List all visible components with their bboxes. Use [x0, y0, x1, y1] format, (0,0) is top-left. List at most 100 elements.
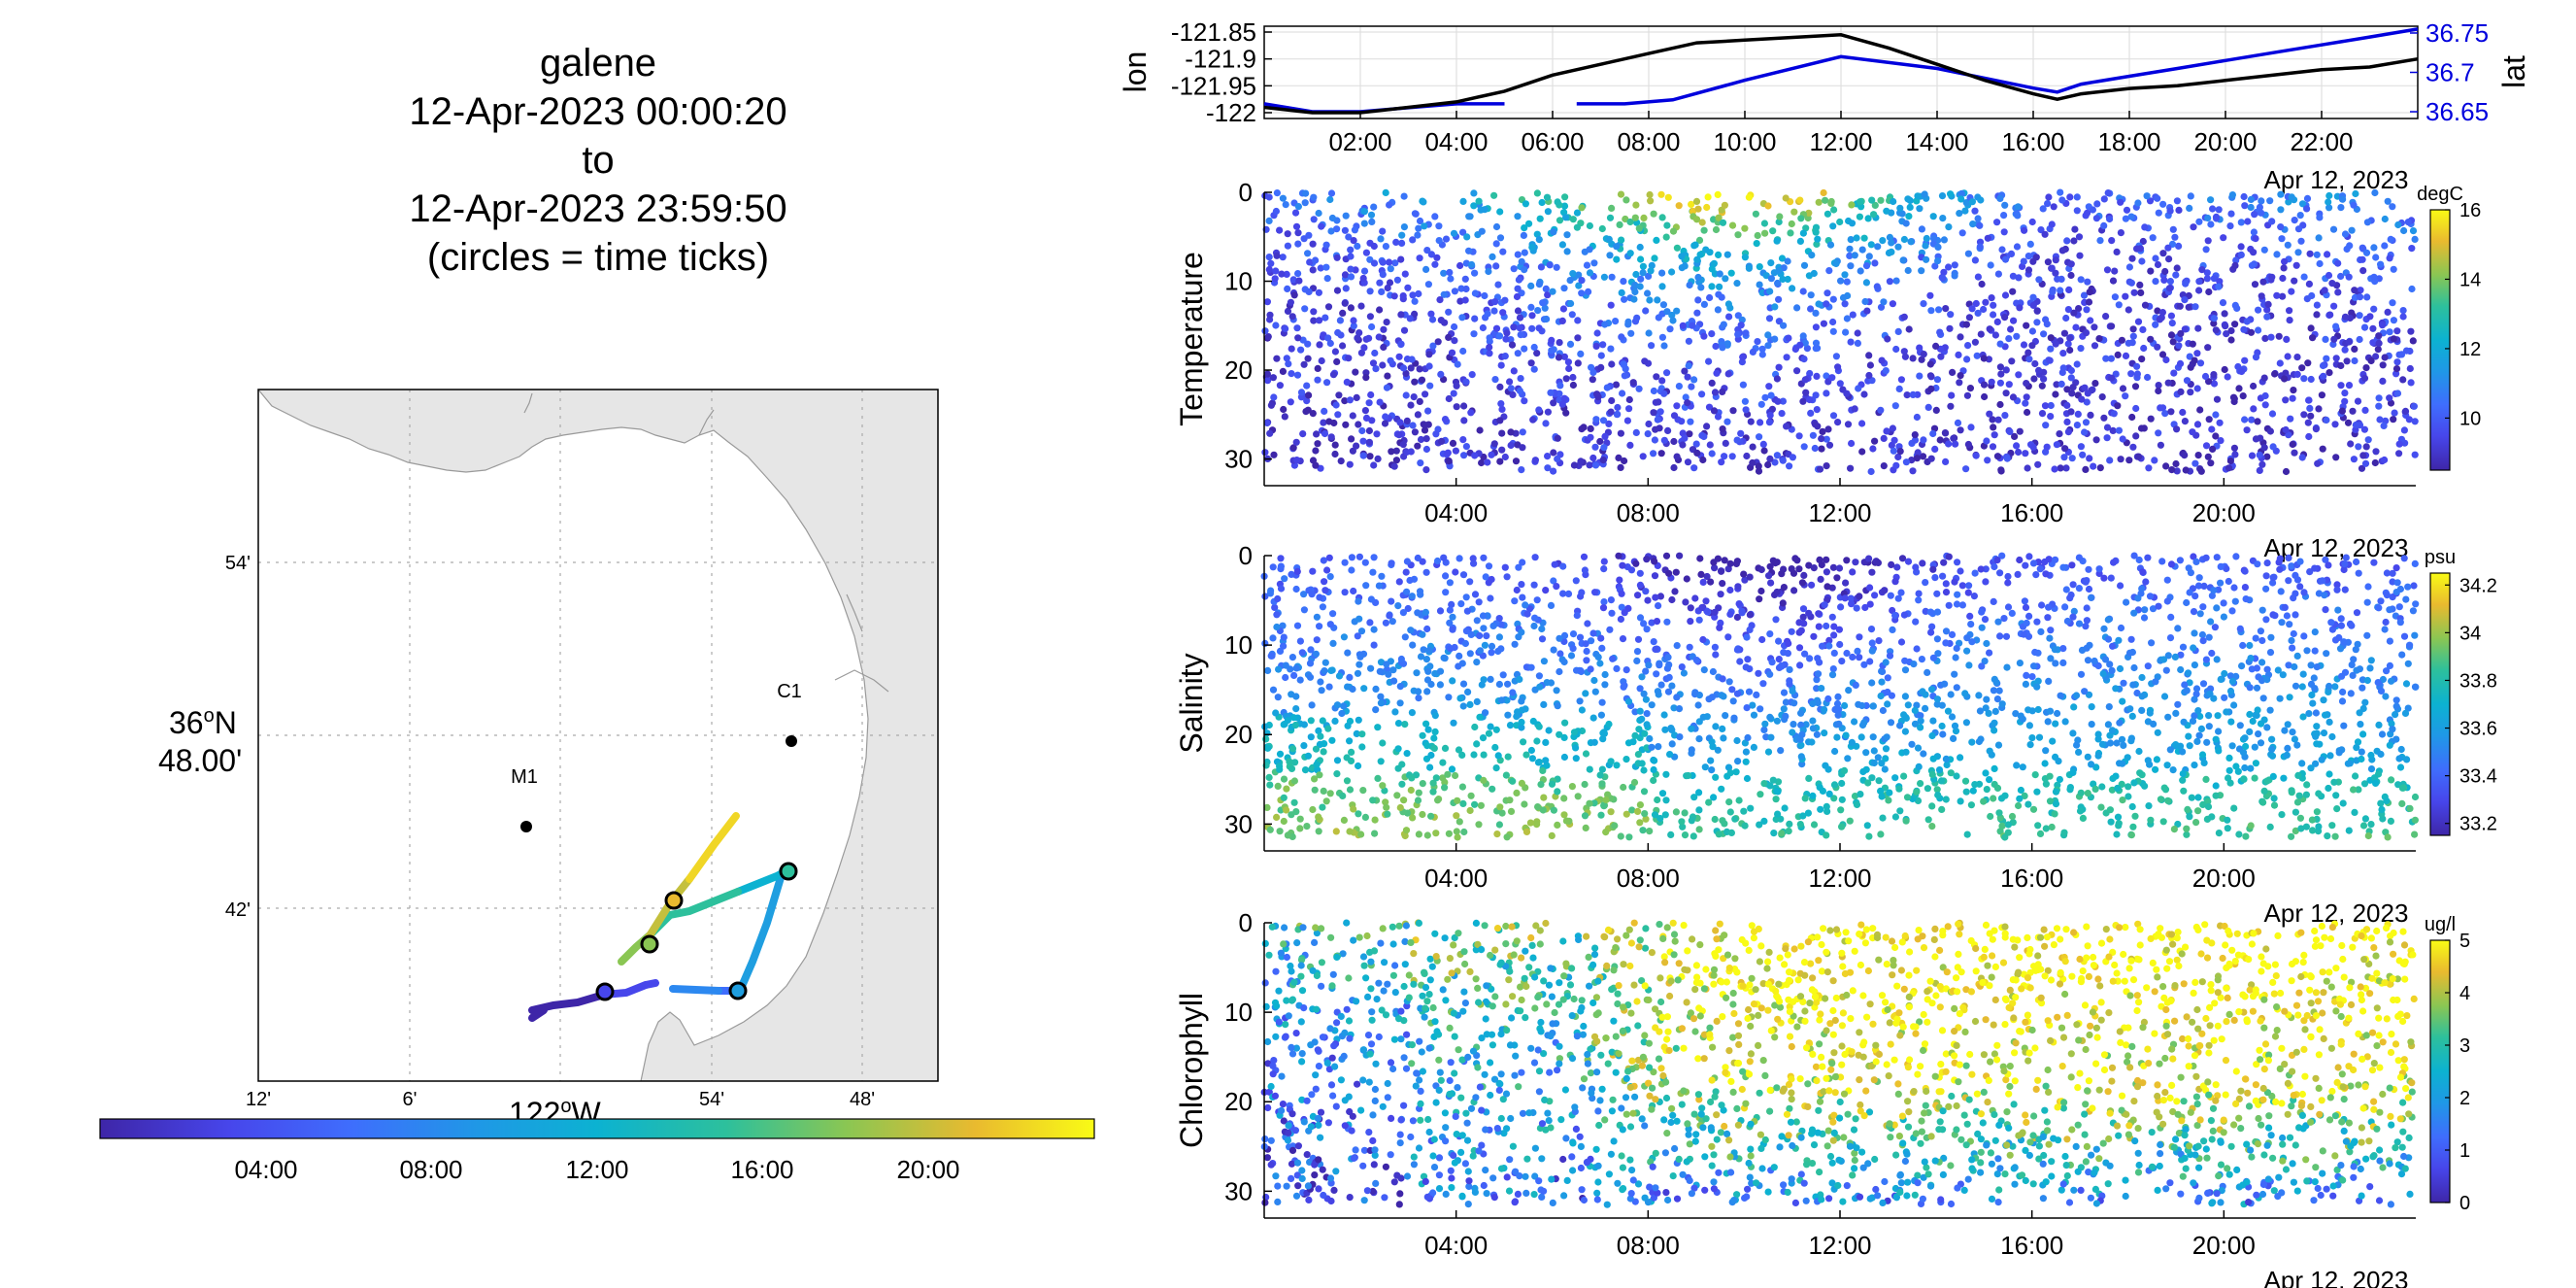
- data-point: [2278, 619, 2286, 627]
- data-point: [1471, 591, 1480, 598]
- data-point: [1452, 447, 1459, 455]
- data-point: [2381, 456, 2389, 464]
- data-point: [1690, 242, 1698, 250]
- data-point: [2387, 235, 2394, 243]
- data-point: [1706, 293, 1714, 302]
- data-point: [1676, 552, 1684, 559]
- data-point: [1900, 348, 1908, 356]
- data-point: [1437, 370, 1445, 378]
- data-point: [2109, 774, 2117, 783]
- data-point: [1321, 429, 1329, 438]
- data-point: [1746, 573, 1754, 581]
- data-point: [1306, 673, 1315, 681]
- data-point: [1386, 201, 1393, 209]
- data-point: [1830, 781, 1839, 789]
- data-point: [1806, 395, 1814, 404]
- data-point: [2263, 777, 2271, 785]
- data-point: [1518, 466, 1525, 474]
- data-point: [1919, 453, 1927, 460]
- data-point: [1495, 332, 1504, 340]
- data-point: [1657, 450, 1665, 458]
- data-point: [1990, 424, 1997, 431]
- data-point: [2332, 454, 2340, 461]
- data-point: [1994, 270, 2002, 278]
- map-lon-tick: 6': [403, 1089, 418, 1110]
- data-point: [1983, 695, 1991, 703]
- map-gridlines: [258, 390, 938, 1081]
- data-point: [1308, 591, 1316, 598]
- data-point: [1813, 372, 1821, 380]
- data-point: [2359, 267, 2367, 275]
- data-point: [1404, 284, 1412, 291]
- data-point: [1920, 436, 1927, 444]
- data-point: [1376, 279, 1384, 287]
- data-point: [2108, 322, 2116, 330]
- data-point: [2185, 669, 2192, 677]
- data-point: [1296, 825, 1304, 832]
- data-point: [1823, 831, 1830, 839]
- data-point: [1294, 334, 1302, 342]
- data-point: [2323, 416, 2330, 424]
- data-point: [1633, 314, 1641, 322]
- data-point: [2054, 709, 2061, 718]
- data-point: [1709, 667, 1717, 676]
- data-point: [1344, 649, 1352, 657]
- data-point: [2226, 457, 2234, 465]
- data-point: [2135, 747, 2143, 756]
- data-point: [1615, 552, 1623, 559]
- data-point: [2067, 366, 2075, 375]
- data-point: [1503, 573, 1511, 581]
- data-point: [1560, 353, 1568, 360]
- data-point: [1779, 275, 1787, 284]
- data-point: [2147, 335, 2155, 343]
- data-point: [1449, 626, 1456, 633]
- data-point: [1699, 456, 1707, 464]
- data-point: [2141, 301, 2150, 309]
- data-point: [1746, 665, 1754, 673]
- data-point: [1672, 808, 1680, 816]
- data-point: [2196, 712, 2204, 721]
- data-point: [1837, 603, 1845, 611]
- data-point: [2212, 782, 2220, 790]
- data-point: [1381, 420, 1389, 427]
- data-point: [1533, 230, 1541, 238]
- data-point: [1640, 788, 1649, 796]
- data-point: [1566, 340, 1575, 348]
- data-point: [1440, 290, 1448, 298]
- data-point: [1947, 769, 1955, 777]
- data-point: [1423, 831, 1431, 839]
- data-point: [1538, 198, 1546, 207]
- position-x-tick-label: 20:00: [2193, 127, 2257, 156]
- data-point: [1829, 563, 1837, 571]
- data-point: [1619, 635, 1627, 643]
- data-point: [2331, 683, 2339, 691]
- data-point: [2372, 779, 2380, 788]
- data-point: [2163, 597, 2171, 605]
- data-point: [2234, 362, 2242, 371]
- data-point: [1269, 686, 1278, 694]
- data-point: [2325, 561, 2332, 569]
- data-point: [1300, 606, 1308, 614]
- data-point: [2195, 287, 2203, 294]
- data-point: [1554, 821, 1561, 830]
- data-point: [2137, 288, 2145, 296]
- data-point: [1480, 625, 1488, 632]
- data-point: [1354, 334, 1361, 342]
- data-point: [2202, 775, 2210, 784]
- data-point: [2276, 359, 2284, 367]
- data-point: [1825, 267, 1833, 275]
- data-point: [1963, 356, 1971, 363]
- data-point: [2209, 205, 2217, 213]
- data-point: [1771, 335, 1779, 343]
- data-point: [1473, 697, 1481, 706]
- data-point: [1645, 661, 1653, 669]
- data-point: [2173, 264, 2181, 272]
- data-point: [1915, 590, 1923, 597]
- data-point: [2379, 377, 2387, 385]
- data-point: [2151, 457, 2158, 464]
- data-point: [1822, 196, 1829, 204]
- data-point: [1902, 220, 1910, 227]
- data-point: [2313, 740, 2321, 748]
- data-point: [2152, 254, 2159, 262]
